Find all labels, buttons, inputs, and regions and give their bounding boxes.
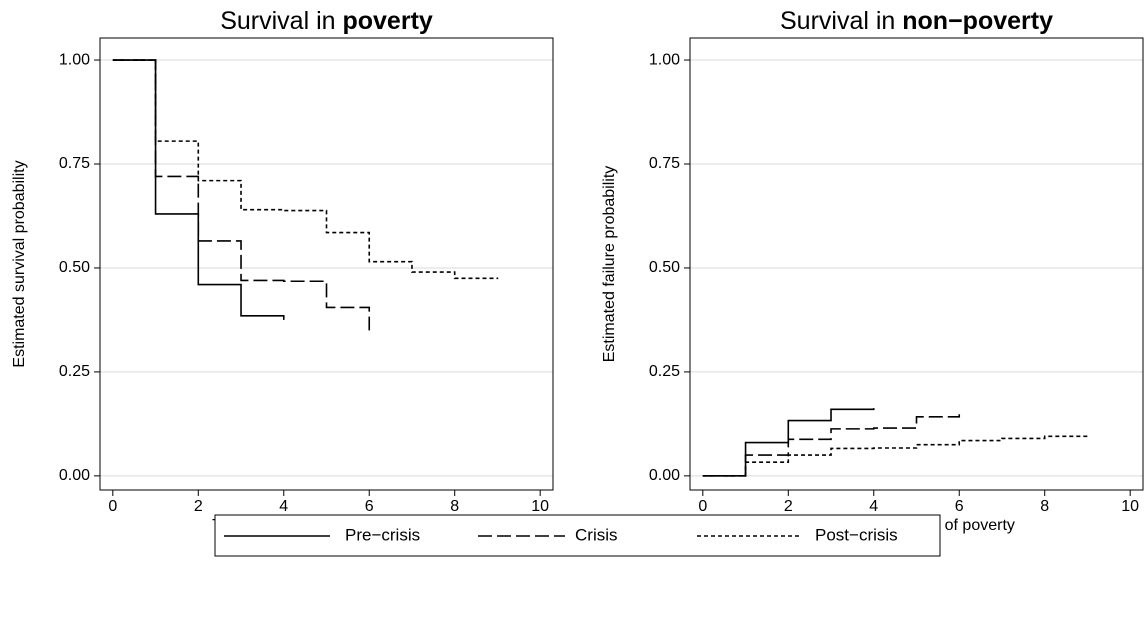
y-tick-label: 1.00 [649, 51, 680, 68]
plot-frame [99, 37, 554, 491]
y-tick-label: 0.25 [649, 363, 680, 380]
x-tick-label: 6 [365, 498, 374, 515]
survival-line [702, 410, 961, 477]
x-tick-label: 6 [955, 498, 964, 515]
legend-label: Crisis [575, 525, 618, 544]
survival-line [112, 59, 371, 331]
x-tick-label: 10 [1121, 498, 1139, 515]
x-tick-label: 8 [450, 498, 459, 515]
survival-line [702, 435, 1089, 477]
y-tick-label: 0.00 [59, 467, 90, 484]
x-tick-label: 2 [784, 498, 793, 515]
y-tick-label: 0.25 [59, 363, 90, 380]
y-tick-label: 0.50 [649, 259, 680, 276]
survival-line [112, 59, 499, 280]
y-tick-label: 0.50 [59, 259, 90, 276]
y-axis-label: Estimated survival probability [11, 160, 28, 367]
survival-line [702, 408, 875, 477]
x-tick-label: 2 [194, 498, 203, 515]
title-text: Survival in [220, 7, 335, 35]
plot-frame [689, 37, 1144, 491]
y-tick-label: 0.00 [649, 467, 680, 484]
title-text: Survival in [780, 7, 895, 35]
legend-label: Post−crisis [815, 525, 898, 544]
x-tick-label: 4 [279, 498, 288, 515]
y-tick-label: 0.75 [649, 155, 680, 172]
title-emphasis: non−poverty [902, 7, 1053, 35]
chart-title: Survival in poverty [220, 7, 433, 35]
y-tick-label: 0.75 [59, 155, 90, 172]
title-emphasis: poverty [342, 7, 432, 35]
x-tick-label: 0 [698, 498, 707, 515]
x-tick-label: 8 [1040, 498, 1049, 515]
chart-title: Survival in non−poverty [780, 7, 1053, 35]
legend-label: Pre−crisis [345, 525, 420, 544]
x-tick-label: 4 [869, 498, 878, 515]
x-tick-label: 0 [108, 498, 117, 515]
x-tick-label: 10 [531, 498, 549, 515]
legend-box [214, 514, 941, 557]
y-tick-label: 1.00 [59, 51, 90, 68]
y-axis-label: Estimated failure probability [601, 166, 618, 363]
